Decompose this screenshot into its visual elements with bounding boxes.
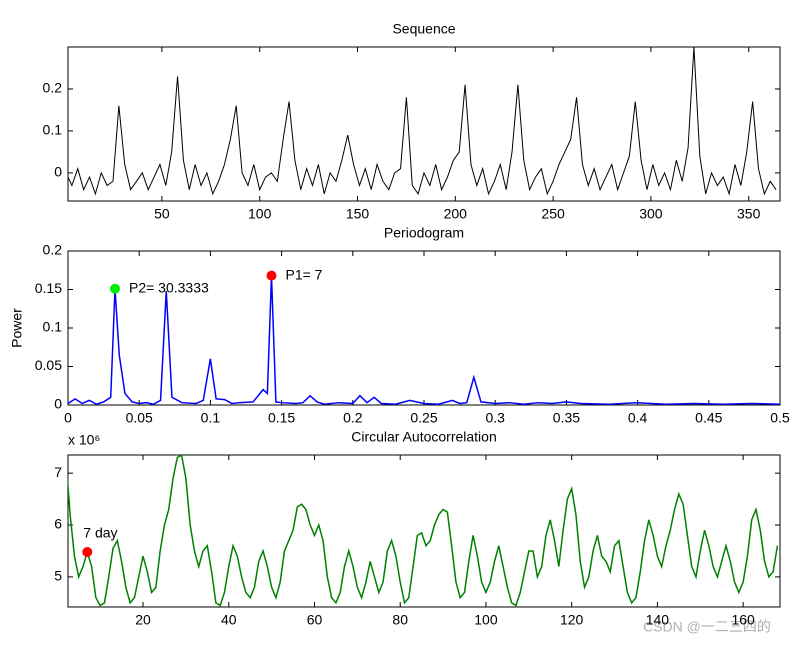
y-tick-label: 0.05 [35,357,62,373]
x-tick-label: 0.5 [770,410,790,426]
y-tick-label: 7 [54,464,62,480]
x-tick-label: 80 [392,612,408,628]
y-tick-label: 0.2 [43,242,63,258]
chart-title: Circular Autocorrelation [351,429,497,445]
x-tick-label: 0.45 [695,410,722,426]
x-tick-label: 50 [154,206,170,222]
annotation-marker [266,270,277,281]
x-tick-label: 150 [346,206,370,222]
axes-box [67,250,781,406]
x-tick-label: 40 [221,612,237,628]
x-tick-label: 0.05 [126,410,153,426]
annotation-label: P1= 7 [285,266,322,282]
watermark: CSDN @一二三四的 [643,619,771,635]
x-tick-label: 100 [474,612,498,628]
x-tick-label: 250 [541,206,565,222]
x-tick-label: 0.4 [628,410,648,426]
data-line [68,47,777,196]
x-tick-label: 100 [248,206,272,222]
annotation-label: P2= 30.3333 [129,279,209,295]
y-tick-label: 0 [54,164,62,180]
data-line [68,455,779,607]
y-tick-label: 0.1 [43,319,63,335]
y-multiplier: x 10⁶ [68,432,100,448]
x-tick-label: 120 [560,612,584,628]
x-tick-label: 0.3 [485,410,505,426]
x-tick-label: 0 [64,410,72,426]
x-tick-label: 300 [639,206,663,222]
x-tick-label: 200 [444,206,468,222]
x-tick-label: 0.35 [553,410,580,426]
chart-title: Periodogram [384,225,464,241]
axes-box [67,454,781,608]
x-tick-label: 60 [307,612,323,628]
y-tick-label: 0.15 [35,280,62,296]
y-tick-label: 0.1 [43,122,63,138]
x-tick-label: 0.1 [201,410,221,426]
annotation-marker [82,547,93,558]
x-tick-label: 20 [135,612,151,628]
chart-title: Sequence [392,21,455,37]
y-axis-label: Power [9,308,25,348]
x-tick-label: 0.15 [268,410,295,426]
x-tick-label: 0.2 [343,410,363,426]
x-tick-label: 140 [646,612,670,628]
annotation-label: 7 day [83,525,117,541]
x-tick-label: 0.25 [410,410,437,426]
axes-box [67,46,781,202]
y-tick-label: 0 [54,396,62,412]
y-tick-label: 5 [54,568,62,584]
x-tick-label: 160 [731,612,755,628]
x-tick-label: 350 [737,206,761,222]
y-tick-label: 0.2 [43,80,63,96]
annotation-marker [109,283,120,294]
y-tick-label: 6 [54,516,62,532]
data-line [68,275,780,405]
